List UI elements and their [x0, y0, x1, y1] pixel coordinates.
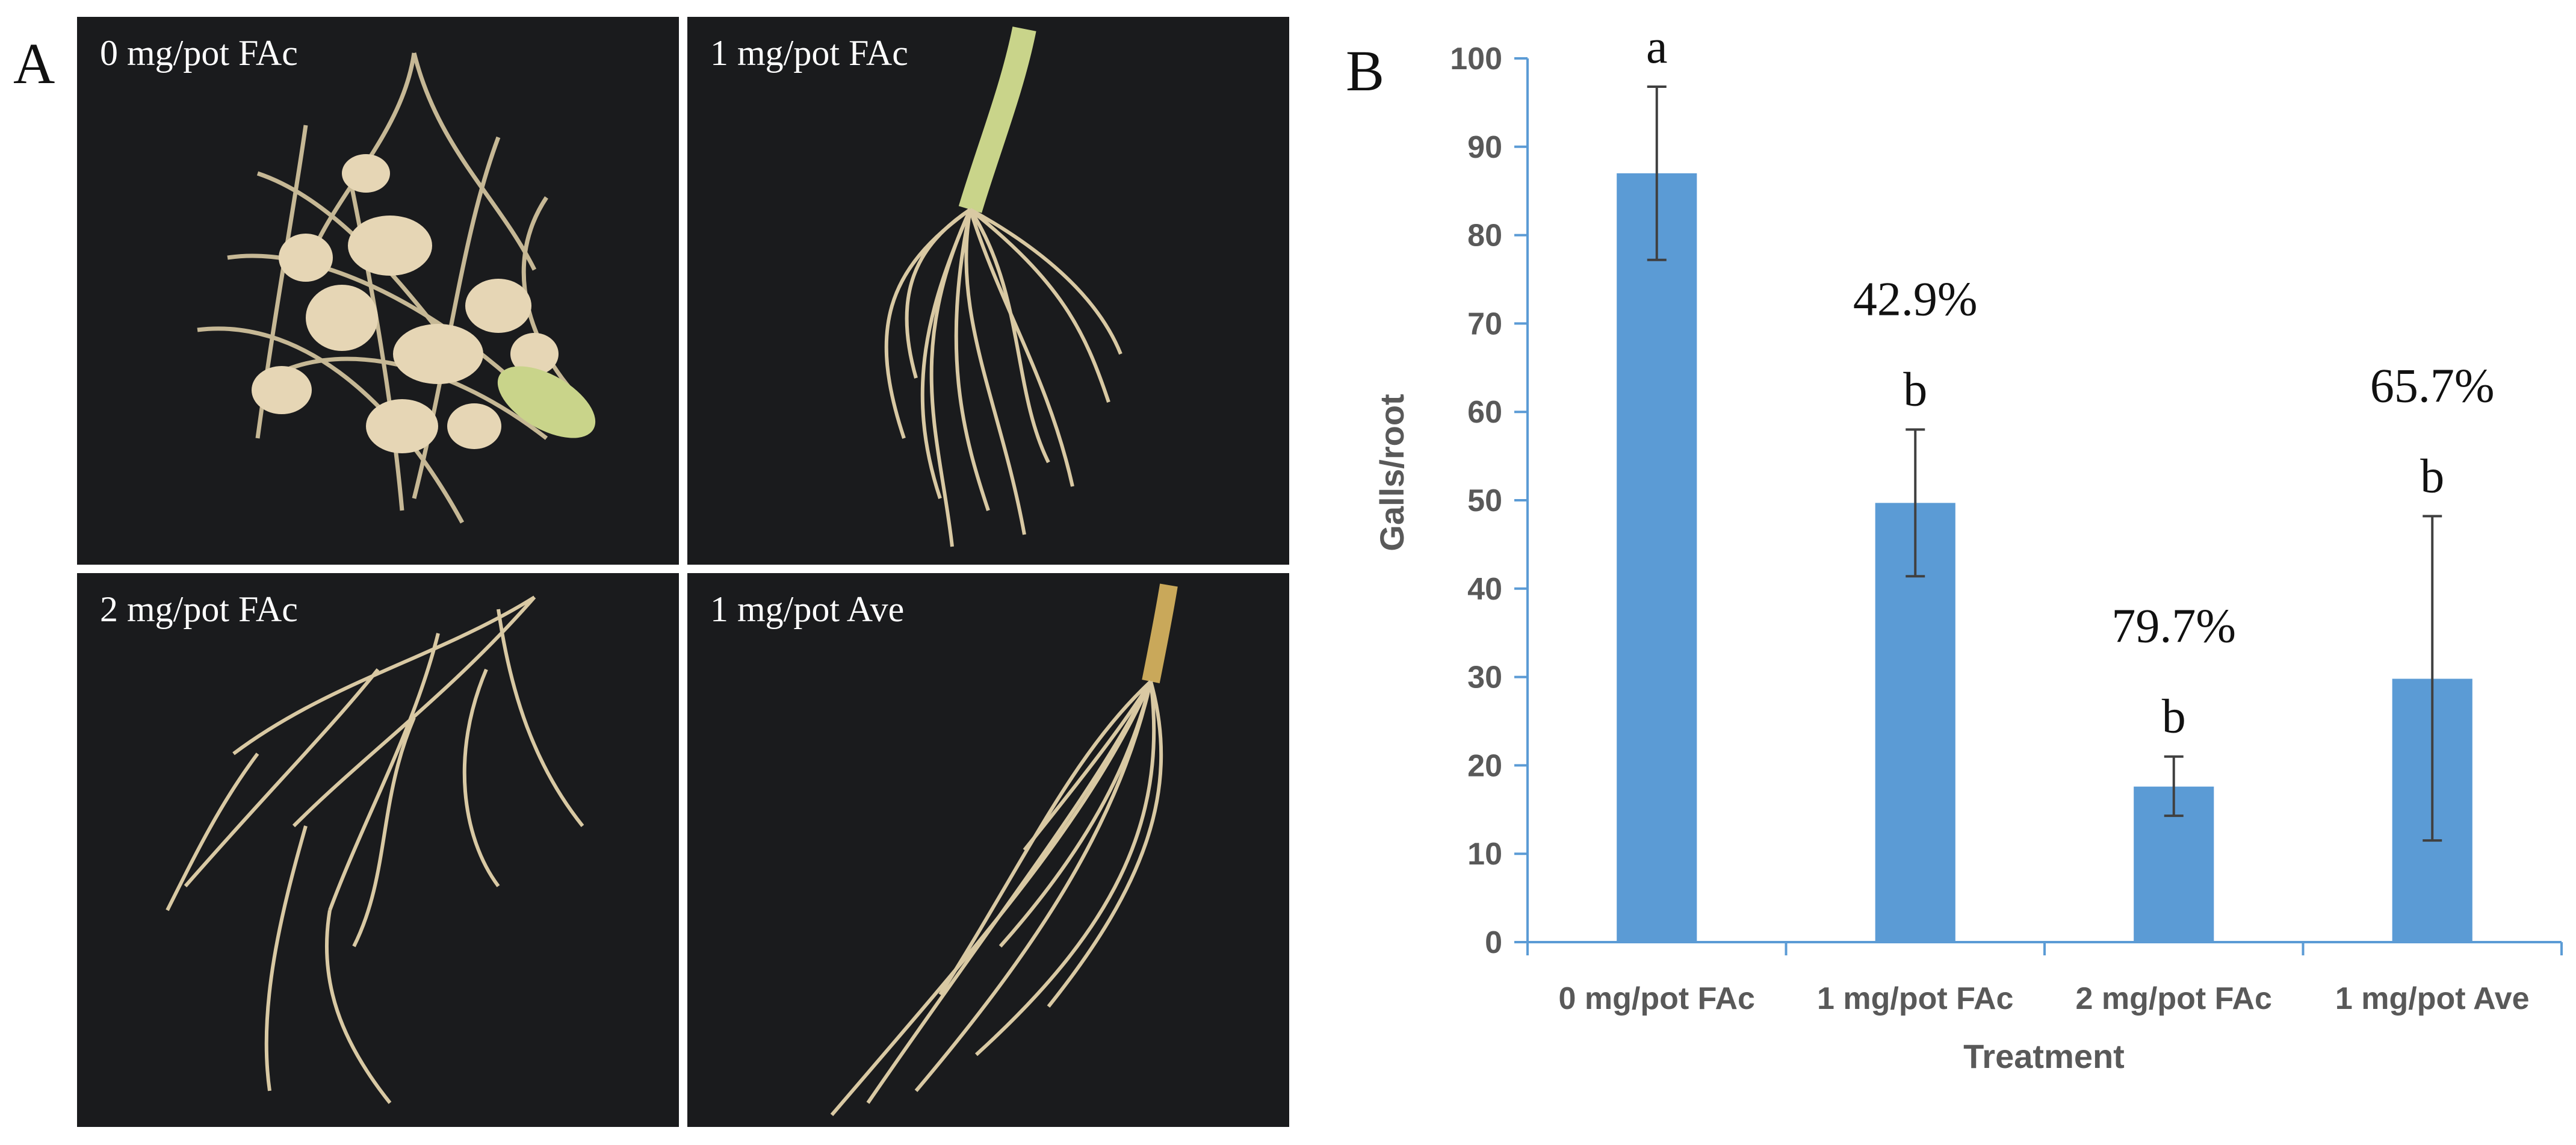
panel-a-letter: A: [13, 31, 55, 96]
x-tick-label: 1 mg/pot FAc: [1817, 981, 2013, 1016]
y-tick-label: 30: [1467, 660, 1502, 695]
photo-label: 1 mg/pot FAc: [710, 33, 908, 73]
significance-letter: b: [1903, 364, 1927, 417]
photo-1-mg-ave: 1 mg/pot Ave: [687, 573, 1289, 1127]
photo-2-mg-fac: 2 mg/pot FAc: [77, 573, 679, 1127]
x-tick-label: 2 mg/pot FAc: [2076, 981, 2272, 1016]
y-tick-label: 70: [1467, 306, 1502, 341]
photo-label: 1 mg/pot Ave: [710, 589, 905, 629]
y-axis-title: Galls/root: [1373, 394, 1411, 551]
root-illustration-fibrous: [830, 583, 1178, 1116]
y-tick-label: 50: [1467, 483, 1502, 518]
annotations: a b 42.9% b 79.7% b 65.7%: [1646, 20, 2495, 743]
x-tick-label: 0 mg/pot FAc: [1559, 981, 1755, 1016]
reduction-percent-label: 79.7%: [2111, 600, 2236, 653]
root-illustration-galled: [197, 52, 596, 524]
photo-0-mg-fac: 0 mg/pot FAc: [77, 17, 679, 565]
photo-label: 2 mg/pot FAc: [100, 589, 298, 629]
y-tick-label: 100: [1450, 42, 1502, 76]
significance-letter: b: [2420, 450, 2444, 503]
y-tick-label: 80: [1467, 219, 1502, 253]
panel-b-letter: B: [1346, 39, 1385, 103]
photo-label: 0 mg/pot FAc: [100, 33, 298, 73]
root-illustration-fibrous: [884, 26, 1122, 547]
y-axis-ticks: 0 10 20 30 40 50 60 70 80 90 100: [1450, 42, 1528, 960]
root-illustration-spread: [166, 595, 584, 1104]
bar: [1617, 173, 1697, 943]
error-bars: [1647, 85, 2442, 842]
reduction-percent-label: 42.9%: [1853, 273, 1978, 326]
y-tick-label: 40: [1467, 572, 1502, 607]
x-tick-label: 1 mg/pot Ave: [2335, 981, 2530, 1016]
x-axis-ticks: 0 mg/pot FAc 1 mg/pot FAc 2 mg/pot FAc 1 mg…: [1526, 942, 2563, 1016]
bars: [1617, 173, 2472, 943]
x-axis-title: Treatment: [1963, 1037, 2125, 1075]
y-tick-label: 20: [1467, 748, 1502, 783]
significance-letter: a: [1646, 20, 1668, 73]
bar-chart: 0 10 20 30 40 50 60 70 80 90 100 a b 42.9% b 79.7% b 65.…: [1373, 20, 2563, 1075]
y-tick-label: 90: [1467, 130, 1502, 165]
y-tick-label: 10: [1467, 837, 1502, 872]
y-tick-label: 0: [1485, 925, 1502, 960]
reduction-percent-label: 65.7%: [2370, 359, 2495, 412]
significance-letter: b: [2162, 690, 2186, 743]
photo-1-mg-fac: 1 mg/pot FAc: [687, 17, 1289, 565]
y-tick-label: 60: [1467, 395, 1502, 430]
